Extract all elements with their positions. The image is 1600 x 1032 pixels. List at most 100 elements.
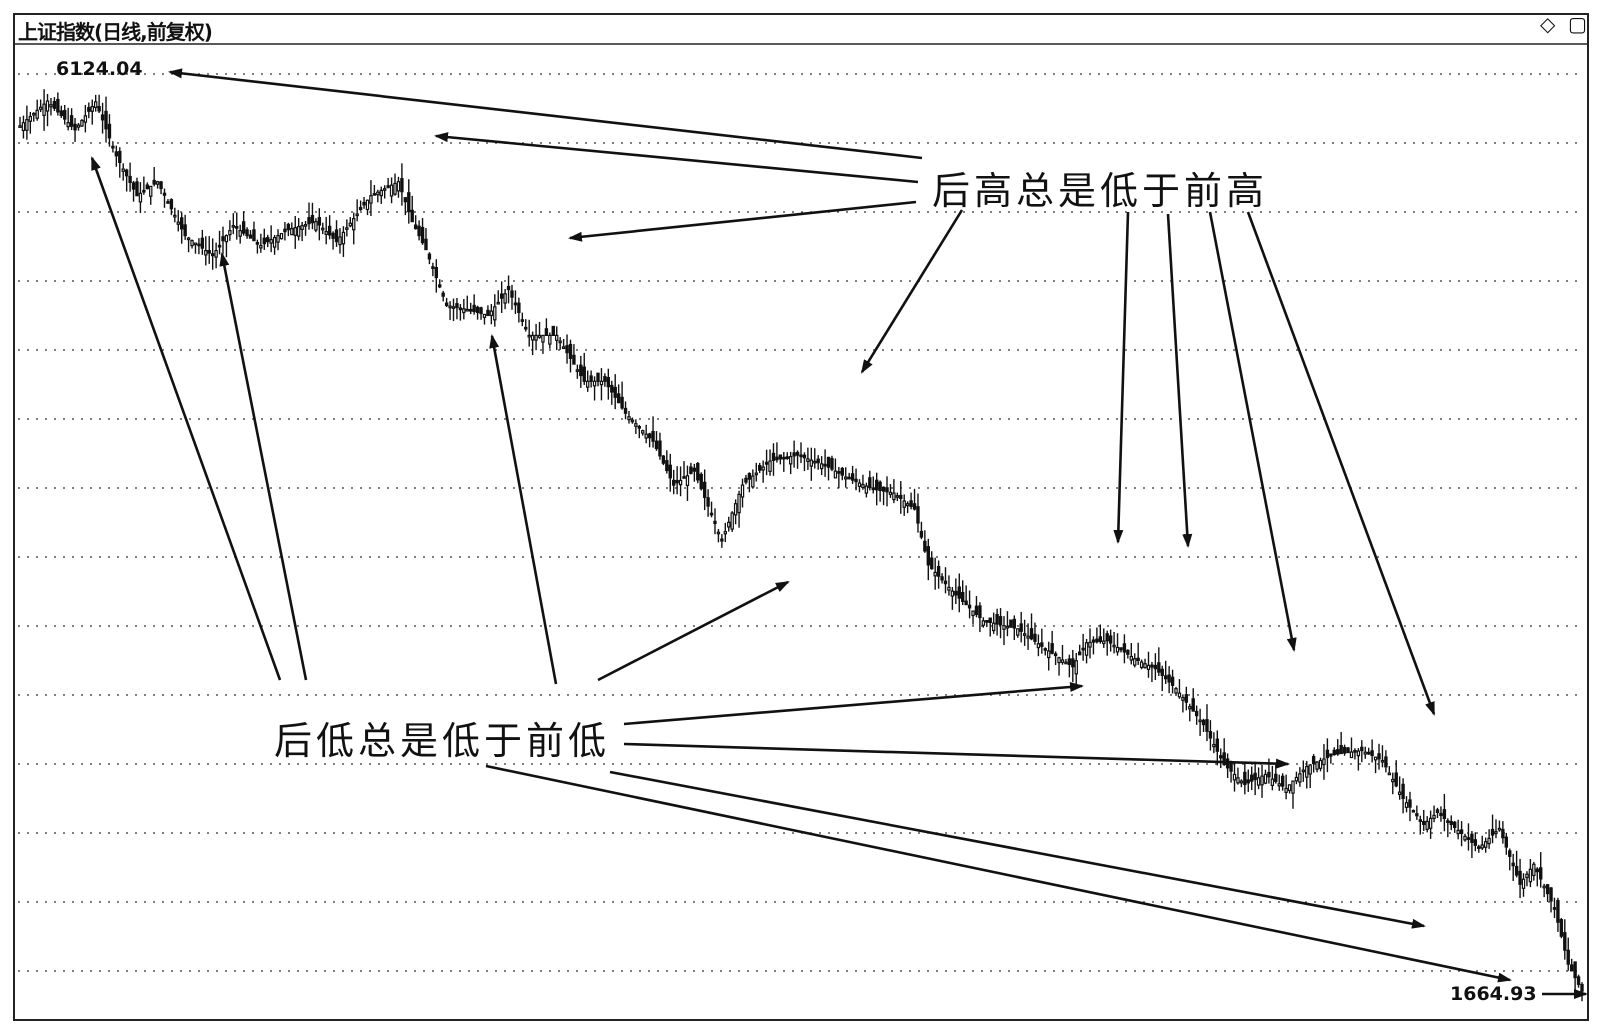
- price-bar: [1074, 660, 1078, 675]
- price-bar: [568, 343, 573, 359]
- price-bar: [1064, 661, 1068, 665]
- price-bar: [87, 107, 91, 112]
- price-bar: [654, 440, 659, 450]
- annotation-arrow: [623, 742, 1290, 769]
- price-bar: [795, 451, 800, 456]
- price-bar: [259, 244, 263, 249]
- price-bar: [434, 267, 439, 279]
- annotation-arrow: [489, 334, 558, 685]
- price-bar: [1573, 961, 1577, 979]
- price-bar: [1043, 648, 1047, 651]
- price-bar: [266, 237, 270, 243]
- price-bar: [180, 217, 184, 230]
- price-bar: [121, 168, 125, 172]
- price-bar: [145, 184, 149, 190]
- price-bar: [152, 179, 156, 185]
- price-bar: [878, 481, 882, 492]
- price-bar: [458, 307, 463, 311]
- price-bar: [1422, 820, 1426, 825]
- price-bar: [358, 206, 363, 211]
- price-bar: [307, 217, 311, 225]
- price-bar: [1019, 623, 1023, 632]
- price-bar: [228, 230, 232, 236]
- price-bar: [42, 103, 46, 116]
- price-bar: [613, 386, 617, 398]
- price-bar: [1518, 870, 1522, 885]
- price-bar: [1067, 658, 1072, 666]
- price-bar: [850, 473, 855, 481]
- price-bar: [410, 209, 414, 223]
- price-bar: [327, 225, 332, 236]
- price-bar: [630, 419, 635, 423]
- price-bar: [1284, 787, 1288, 793]
- price-bar: [1394, 772, 1398, 787]
- price-bar: [861, 483, 865, 489]
- price-bar: [943, 580, 948, 585]
- price-bar: [21, 122, 26, 132]
- price-bar: [1308, 764, 1312, 775]
- window-icon[interactable]: ▢: [1568, 12, 1587, 36]
- price-bar: [1170, 676, 1175, 686]
- price-bar: [190, 239, 194, 247]
- price-bar: [465, 308, 469, 312]
- price-bar: [1291, 780, 1295, 794]
- price-bar: [823, 463, 827, 467]
- price-bar: [80, 119, 84, 127]
- price-bar: [1446, 820, 1450, 823]
- price-bar: [647, 433, 652, 439]
- price-bar: [871, 487, 875, 491]
- price-bar: [142, 189, 146, 193]
- price-bar: [131, 182, 136, 190]
- annotation-arrow: [1208, 211, 1297, 652]
- price-bar: [802, 454, 807, 459]
- price-bar: [28, 115, 33, 122]
- price-bar: [524, 326, 528, 330]
- price-bar: [472, 304, 476, 313]
- price-bar: [978, 605, 982, 619]
- price-bar: [1370, 750, 1374, 757]
- price-bar: [778, 454, 783, 460]
- price-bar: [582, 366, 586, 382]
- price-bar: [1580, 983, 1584, 992]
- price-bar: [1126, 649, 1130, 655]
- price-bar: [475, 306, 480, 314]
- price-bar: [69, 115, 74, 127]
- price-bar: [493, 306, 497, 321]
- price-bar: [1401, 783, 1405, 800]
- price-bar: [334, 229, 339, 243]
- price-bar: [981, 620, 986, 626]
- price-bar: [730, 512, 734, 530]
- price-bar: [1404, 802, 1409, 808]
- price-bar: [104, 110, 108, 130]
- price-bar: [176, 221, 180, 225]
- price-bar: [1511, 862, 1515, 867]
- price-bar: [1191, 698, 1195, 712]
- price-bar: [1222, 752, 1226, 766]
- price-bar: [675, 479, 679, 484]
- min-price-label: 1664.93: [1450, 983, 1537, 1005]
- price-bar: [1136, 657, 1140, 661]
- diamond-icon[interactable]: ◇: [1540, 12, 1556, 36]
- price-bar: [1280, 775, 1285, 787]
- price-bar: [792, 452, 796, 457]
- price-bar: [1029, 628, 1034, 640]
- price-bar: [438, 284, 442, 288]
- price-bar: [1325, 749, 1330, 759]
- price-bar: [1408, 799, 1412, 808]
- price-bar: [317, 217, 322, 226]
- price-bar: [1026, 635, 1030, 639]
- price-bar: [1463, 835, 1467, 841]
- price-bar: [930, 557, 934, 570]
- price-bar: [709, 512, 714, 516]
- price-bar: [479, 307, 483, 315]
- price-bar: [382, 188, 387, 191]
- annotation-arrow: [597, 580, 790, 682]
- price-bar: [899, 494, 903, 499]
- price-bar: [1318, 759, 1323, 769]
- price-bar: [1060, 659, 1065, 663]
- price-bar: [93, 101, 98, 109]
- price-bar: [52, 100, 57, 109]
- price-bar: [1477, 846, 1481, 849]
- price-bar: [1456, 829, 1460, 835]
- price-bar: [1198, 719, 1202, 723]
